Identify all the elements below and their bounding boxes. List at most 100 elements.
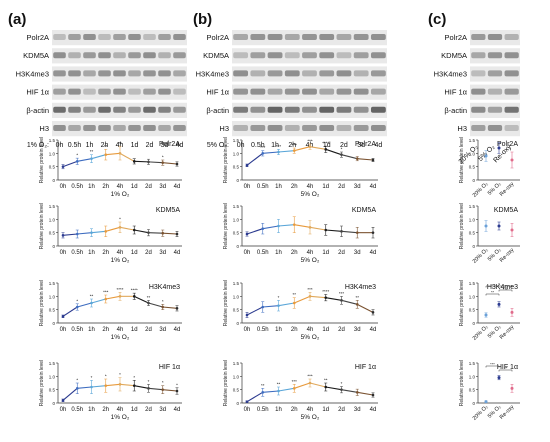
series-line-segment <box>294 382 311 389</box>
x-tick-label: 4h <box>307 184 314 190</box>
x-tick-label: 20% O₂ <box>472 324 490 342</box>
x-tick-label: 3d <box>159 407 166 413</box>
x-tick-label: 0h <box>244 184 251 190</box>
blot-band <box>98 34 111 40</box>
x-tick-label: 20% O₂ <box>472 181 490 199</box>
data-point <box>90 301 93 305</box>
x-tick-label: 4h <box>307 327 314 333</box>
x-tick-label: 2d <box>338 327 345 333</box>
blot-band <box>68 70 81 77</box>
significance-mark: *** <box>307 139 313 144</box>
blot-band <box>158 88 171 95</box>
data-point <box>371 311 375 314</box>
x-tick-label: 1h <box>88 250 95 256</box>
y-tick-label: 1.5 <box>469 281 476 286</box>
data-point <box>147 387 150 390</box>
data-point <box>90 231 93 234</box>
x-tick-label: 1h <box>275 250 282 256</box>
y-axis-label: Relative protein level <box>459 137 465 183</box>
chart-a-h3k4me3: 0 0.5 1.0 1.5 Relative protein level H3K4me3 *… <box>39 280 182 341</box>
series-line-segment <box>62 160 78 168</box>
blot-band <box>113 52 126 59</box>
data-point <box>292 301 296 305</box>
data-point <box>175 232 179 236</box>
significance-mark: **** <box>116 287 123 292</box>
data-point <box>308 381 312 385</box>
blot-strip <box>470 84 520 100</box>
data-point <box>497 224 501 228</box>
series-line-segment <box>148 387 163 391</box>
x-tick-label: 2h <box>291 407 298 413</box>
x-tick-label: 1h <box>275 407 282 413</box>
data-point <box>355 391 359 394</box>
blot-band <box>504 34 519 40</box>
blot-band <box>113 34 126 40</box>
x-tick-label: 4d <box>174 327 181 333</box>
blot-band <box>504 106 519 113</box>
y-tick-label: 0 <box>472 321 475 326</box>
data-point <box>308 295 312 298</box>
lane-label: 1d <box>131 142 139 149</box>
blot-band <box>267 125 283 131</box>
lane-label: 1h <box>271 142 279 149</box>
blot-band <box>284 125 300 131</box>
blot-row-label: HIF 1α <box>206 88 229 97</box>
data-point <box>245 164 249 167</box>
x-tick-label: 3d <box>159 250 166 256</box>
y-tick-label: 0.5 <box>233 388 240 393</box>
chart-title: KDM5A <box>352 207 376 214</box>
series-line-segment <box>91 154 106 160</box>
blot-row-label: KDM5A <box>23 51 49 60</box>
x-tick-label: 0.5h <box>257 407 269 413</box>
significance-mark: ** <box>90 294 94 299</box>
significance-mark: *** <box>276 144 282 149</box>
y-tick-label: 1.0 <box>469 374 476 379</box>
x-tick-label: Re-oxy <box>499 404 516 421</box>
blot-band <box>267 52 283 59</box>
series-line-segment <box>148 161 163 164</box>
x-tick-label: 1d <box>322 250 329 256</box>
blot-row-label: H3 <box>457 124 467 133</box>
data-point <box>371 231 375 234</box>
blot-band <box>53 106 66 113</box>
blot-band <box>471 70 486 77</box>
data-point <box>161 161 165 164</box>
x-tick-label: 4d <box>174 250 181 256</box>
blot-band <box>370 88 386 95</box>
x-tick-label: 20% O₂ <box>472 247 490 265</box>
x-tick-label: 2h <box>102 407 109 413</box>
blot-row-label: Polr2A <box>206 33 229 42</box>
blot-band <box>98 125 111 131</box>
blot-band <box>336 88 352 95</box>
significance-mark: * <box>76 378 78 383</box>
chart-title: HIF 1α <box>355 364 376 371</box>
x-tick-label: 2d <box>145 407 152 413</box>
data-point <box>245 313 249 317</box>
significance-mark: ns <box>503 285 507 290</box>
blot-band <box>143 34 156 40</box>
blot-band <box>250 106 266 113</box>
x-axis-label: 5% O₂ <box>301 414 320 421</box>
chart-title: HIF 1α <box>159 364 180 371</box>
blot-band <box>98 106 111 113</box>
significance-mark: ** <box>277 382 281 387</box>
blot-band <box>353 106 369 113</box>
x-tick-label: 2h <box>291 250 298 256</box>
chart-title: H3K4me3 <box>149 284 180 291</box>
series-line-segment <box>309 295 326 299</box>
blot-strip <box>232 66 387 82</box>
data-point <box>355 231 359 234</box>
blot-band <box>53 52 66 59</box>
blot-band <box>158 125 171 131</box>
x-tick-label: 3d <box>354 250 361 256</box>
data-point <box>75 305 79 309</box>
x-tick-label: 1d <box>131 327 138 333</box>
condition-label: 1% O₂: <box>27 142 49 149</box>
y-tick-label: 0 <box>236 321 239 326</box>
blot-band <box>113 88 126 95</box>
blot-band <box>353 125 369 131</box>
blot-band <box>370 52 386 59</box>
x-tick-label: 2d <box>145 184 152 190</box>
y-tick-label: 0 <box>52 401 55 406</box>
data-point <box>245 400 249 403</box>
